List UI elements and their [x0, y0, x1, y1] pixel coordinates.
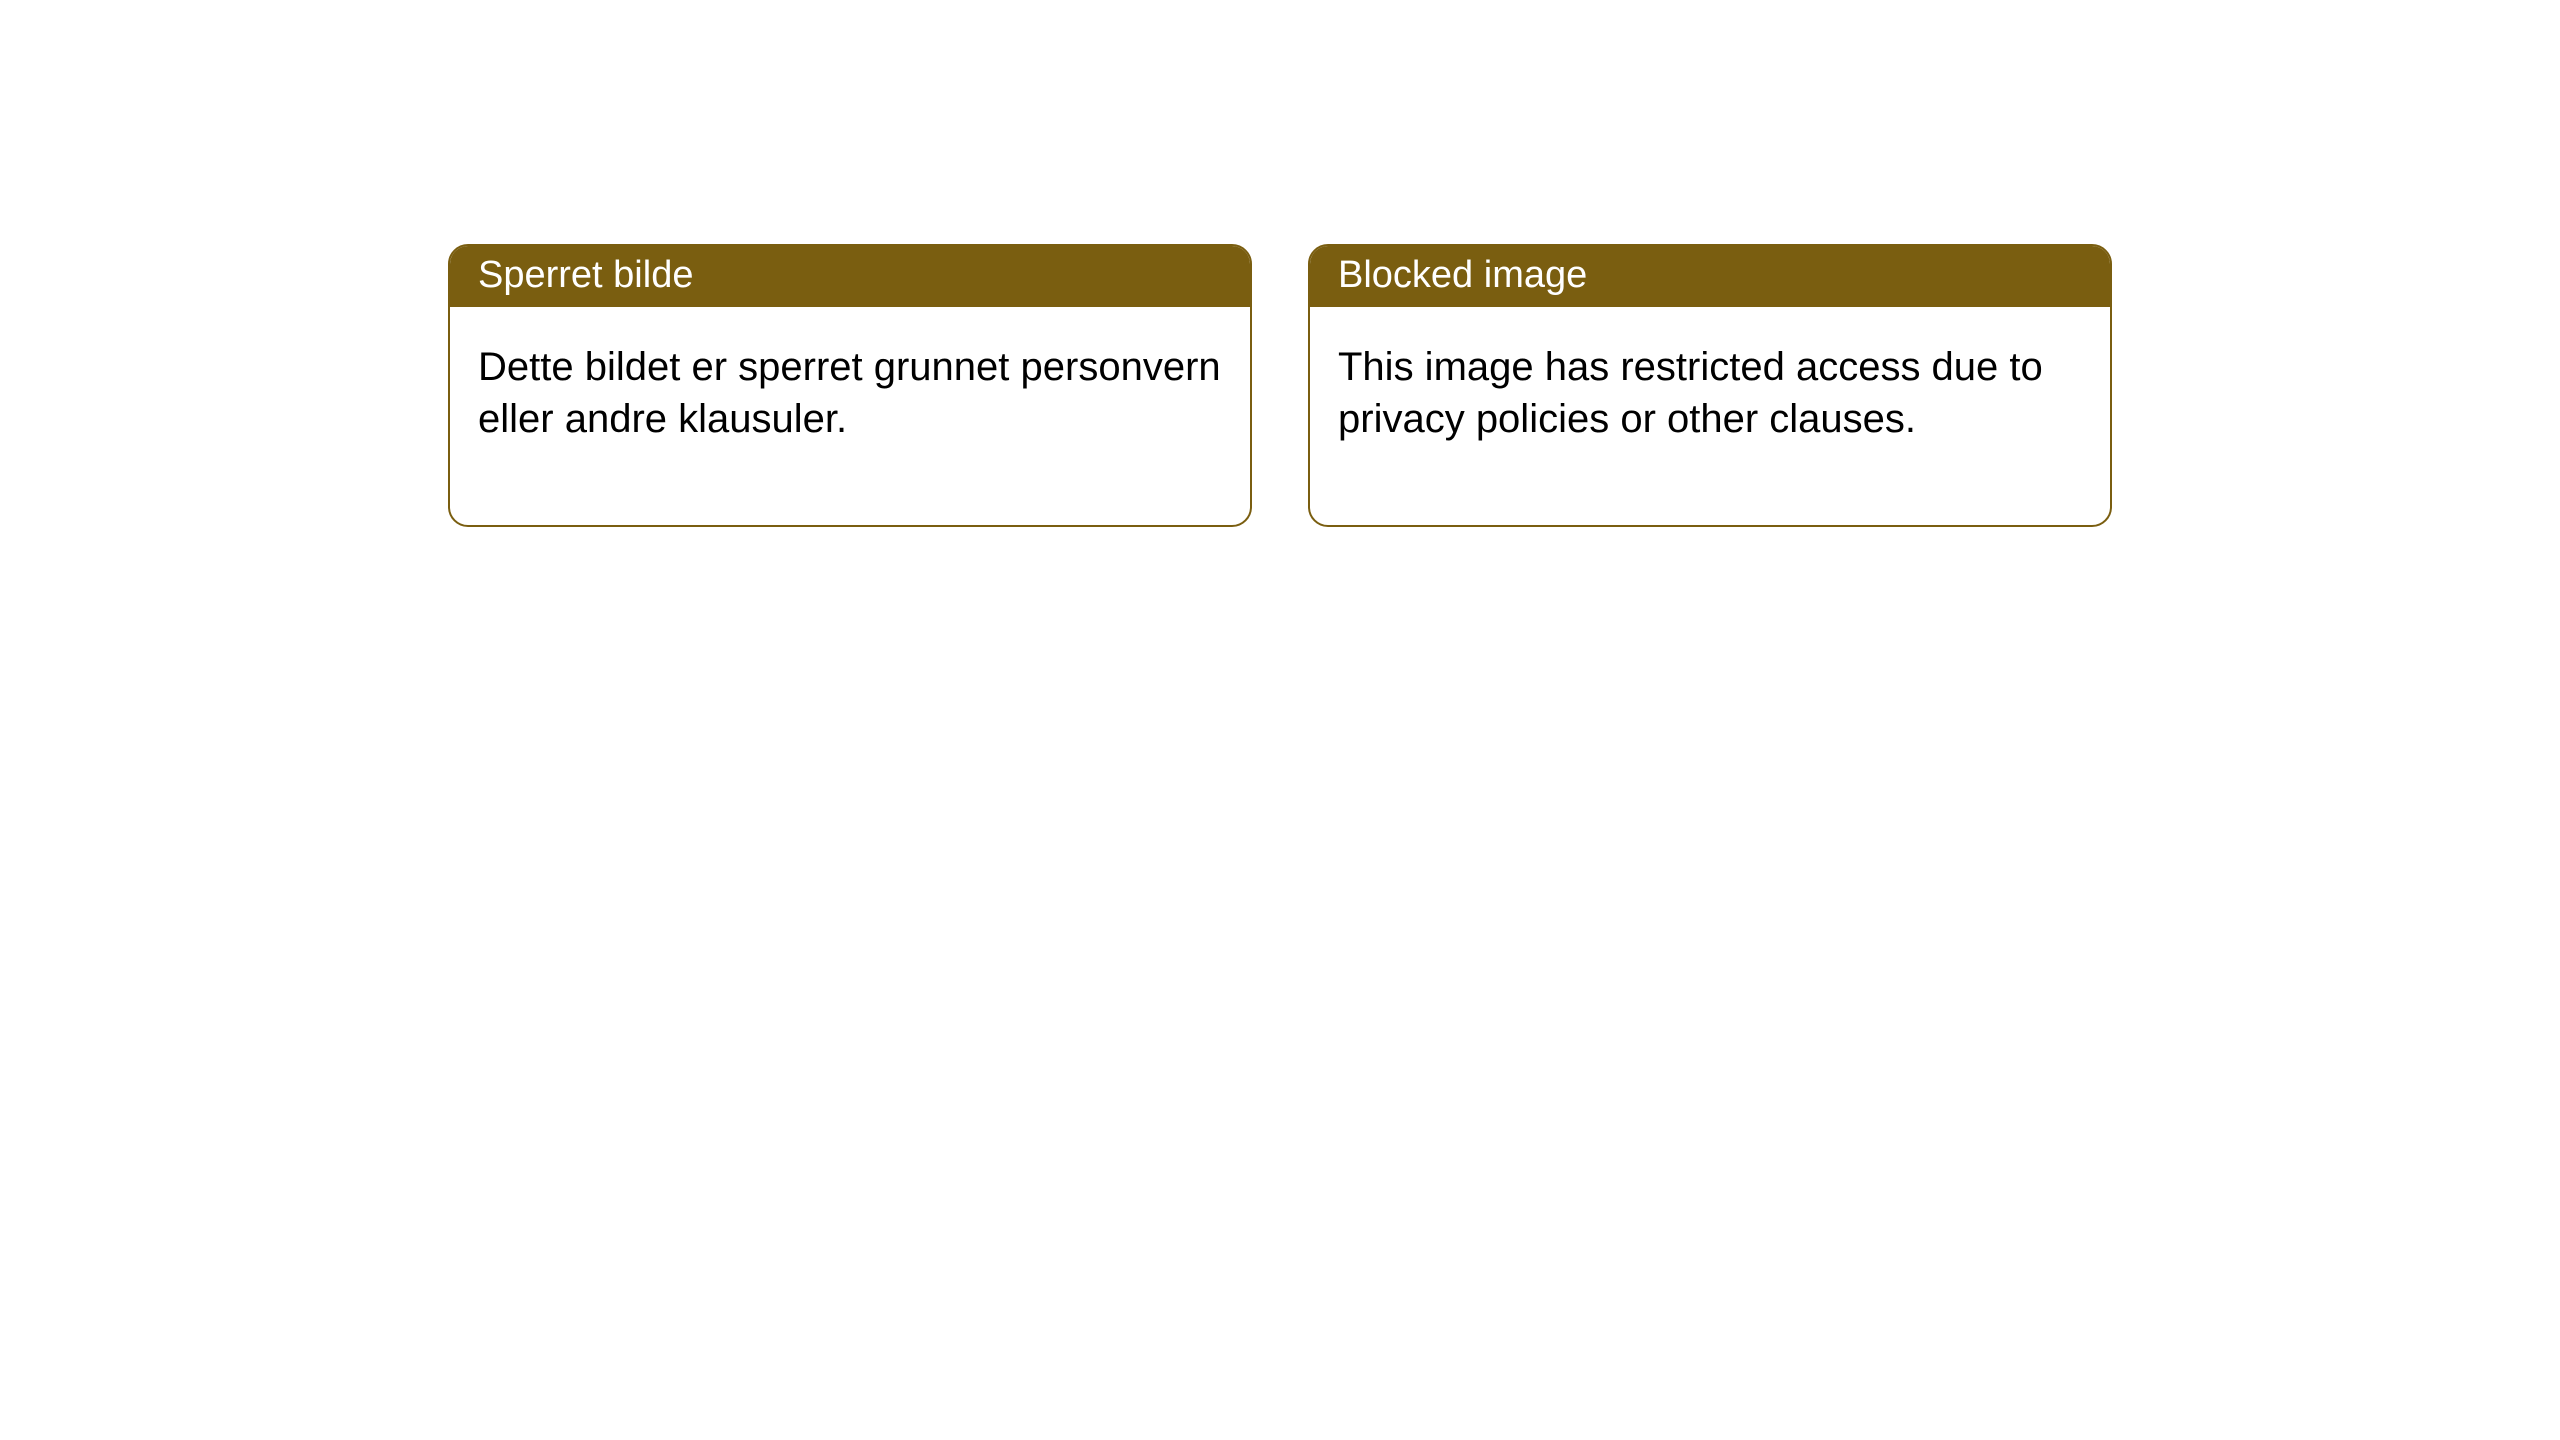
notice-body: Dette bildet er sperret grunnet personve…	[450, 307, 1250, 525]
notice-header: Blocked image	[1310, 246, 2110, 307]
notice-container: Sperret bilde Dette bildet er sperret gr…	[0, 0, 2560, 527]
notice-header: Sperret bilde	[450, 246, 1250, 307]
notice-body: This image has restricted access due to …	[1310, 307, 2110, 525]
notice-card-english: Blocked image This image has restricted …	[1308, 244, 2112, 527]
notice-card-norwegian: Sperret bilde Dette bildet er sperret gr…	[448, 244, 1252, 527]
